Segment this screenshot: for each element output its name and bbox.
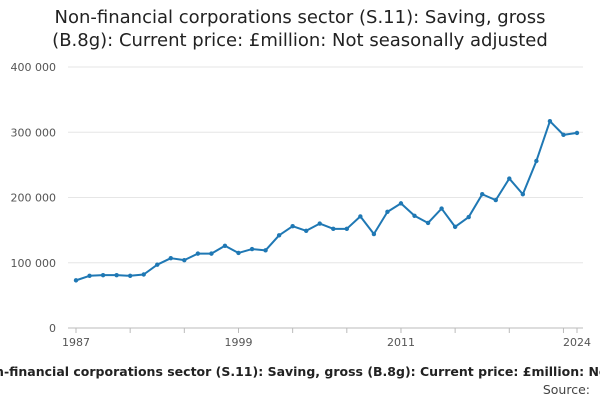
series-line xyxy=(75,120,578,282)
data-point xyxy=(114,272,119,278)
data-point xyxy=(303,228,309,233)
chart-title-line-1: Non-financial corporations sector (S.11)… xyxy=(54,7,546,28)
data-point xyxy=(317,221,322,226)
data-point xyxy=(412,213,417,218)
y-tick-label: 100 000 xyxy=(11,257,57,270)
data-point xyxy=(480,192,485,197)
data-point xyxy=(371,231,377,237)
x-tick-label: 2011 xyxy=(387,336,415,349)
data-point xyxy=(466,214,471,220)
y-axis: 0 100 000 200 000 300 000 400 000 xyxy=(11,61,57,335)
data-point xyxy=(209,251,214,256)
y-tick-label: 200 000 xyxy=(11,192,57,205)
data-point xyxy=(398,201,404,206)
data-point xyxy=(100,272,106,278)
chart-title: Non-financial corporations sector (S.11)… xyxy=(0,6,600,52)
data-point xyxy=(168,255,173,261)
data-point xyxy=(331,226,336,232)
data-point xyxy=(222,243,228,248)
footer-caption-text: Non-financial corporations sector (S.11)… xyxy=(0,364,600,379)
footer-source: Source: xyxy=(542,382,590,397)
chart-title-line-2: (B.8g): Current price: £million: Not sea… xyxy=(52,30,548,51)
y-tick-label: 400 000 xyxy=(11,61,57,74)
data-point xyxy=(141,272,146,277)
data-point xyxy=(182,257,187,263)
y-tick-label: 300 000 xyxy=(11,126,57,139)
series-layer xyxy=(73,118,580,283)
data-point xyxy=(155,262,160,267)
data-point xyxy=(493,197,498,203)
x-tick-label: 1987 xyxy=(62,336,90,349)
data-point xyxy=(73,278,79,283)
data-point xyxy=(249,246,255,252)
footer-caption: Non-financial corporations sector (S.11)… xyxy=(0,364,600,382)
data-point xyxy=(290,224,295,229)
data-point xyxy=(561,132,566,138)
y-tick-label: 0 xyxy=(49,322,56,335)
data-point xyxy=(439,206,444,211)
data-point xyxy=(574,130,580,136)
data-point xyxy=(263,248,268,253)
data-point xyxy=(534,158,539,164)
data-point xyxy=(127,273,133,278)
x-tick-label: 1999 xyxy=(224,336,252,349)
data-point xyxy=(547,118,553,124)
data-point xyxy=(358,214,363,219)
x-tick-label: 2024 xyxy=(563,336,591,349)
data-point xyxy=(452,224,458,230)
data-point xyxy=(236,250,241,256)
gridlines xyxy=(68,66,583,264)
data-point xyxy=(520,192,526,197)
data-point xyxy=(195,251,201,256)
data-point xyxy=(425,220,431,226)
data-point xyxy=(276,233,282,238)
data-point xyxy=(385,209,390,215)
data-point xyxy=(507,176,512,181)
x-axis: 1987 1999 2011 2024 xyxy=(62,327,591,349)
data-point xyxy=(344,226,350,232)
data-point xyxy=(87,273,92,278)
